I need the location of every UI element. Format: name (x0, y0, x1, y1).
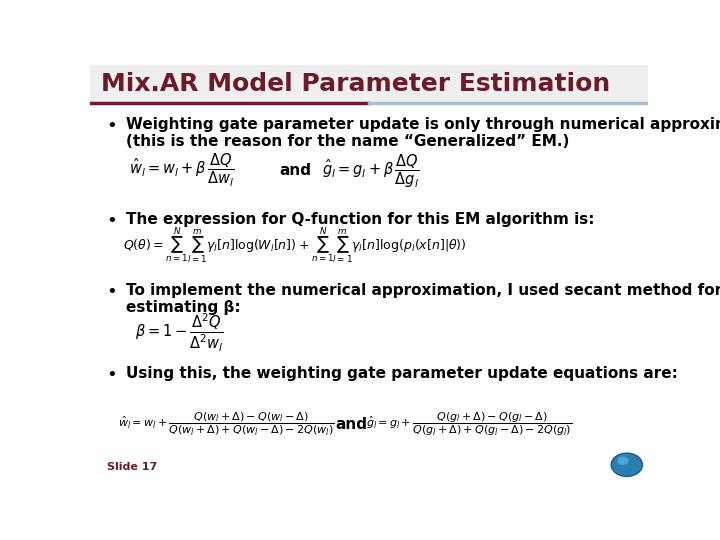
Text: $\hat{w}_l = w_l + \beta\,\dfrac{\Delta Q}{\Delta w_l}$: $\hat{w}_l = w_l + \beta\,\dfrac{\Delta … (129, 152, 235, 190)
Text: Using this, the weighting gate parameter update equations are:: Using this, the weighting gate parameter… (126, 366, 678, 381)
Text: $\hat{w}_l = w_l + \dfrac{Q(w_l+\Delta)-Q(w_l-\Delta)}{Q(w_l+\Delta)+Q(w_l-\Delt: $\hat{w}_l = w_l + \dfrac{Q(w_l+\Delta)-… (118, 411, 334, 438)
Text: The expression for Q-function for this EM algorithm is:: The expression for Q-function for this E… (126, 212, 595, 227)
Text: Weighting gate parameter update is only through numerical approximation
(this is: Weighting gate parameter update is only … (126, 117, 720, 149)
Text: •: • (107, 366, 117, 384)
Text: $\hat{g}_l = g_l + \beta\,\dfrac{\Delta Q}{\Delta g_l}$: $\hat{g}_l = g_l + \beta\,\dfrac{\Delta … (322, 152, 419, 190)
Text: and: and (280, 163, 312, 178)
Circle shape (617, 456, 629, 465)
Text: $Q(\theta) = \sum_{n=1}^{N}\sum_{l=1}^{m} \gamma_l[n]\log(W_l[n]) + \sum_{n=1}^{: $Q(\theta) = \sum_{n=1}^{N}\sum_{l=1}^{m… (124, 226, 467, 266)
FancyBboxPatch shape (90, 65, 648, 102)
Text: •: • (107, 212, 117, 231)
Circle shape (611, 453, 642, 476)
Text: •: • (107, 117, 117, 135)
Text: $\hat{g}_l = g_l + \dfrac{Q(g_l+\Delta)-Q(g_l-\Delta)}{Q(g_l+\Delta)+Q(g_l-\Delt: $\hat{g}_l = g_l + \dfrac{Q(g_l+\Delta)-… (366, 411, 572, 438)
Text: •: • (107, 283, 117, 301)
Text: Mix.AR Model Parameter Estimation: Mix.AR Model Parameter Estimation (101, 71, 611, 96)
Text: and: and (336, 417, 367, 432)
Text: To implement the numerical approximation, I used secant method for
estimating β:: To implement the numerical approximation… (126, 283, 720, 315)
Text: $\beta = 1 - \dfrac{\Delta^2 Q}{\Delta^2 w_l}$: $\beta = 1 - \dfrac{\Delta^2 Q}{\Delta^2… (135, 312, 224, 354)
Text: Slide 17: Slide 17 (107, 462, 157, 472)
